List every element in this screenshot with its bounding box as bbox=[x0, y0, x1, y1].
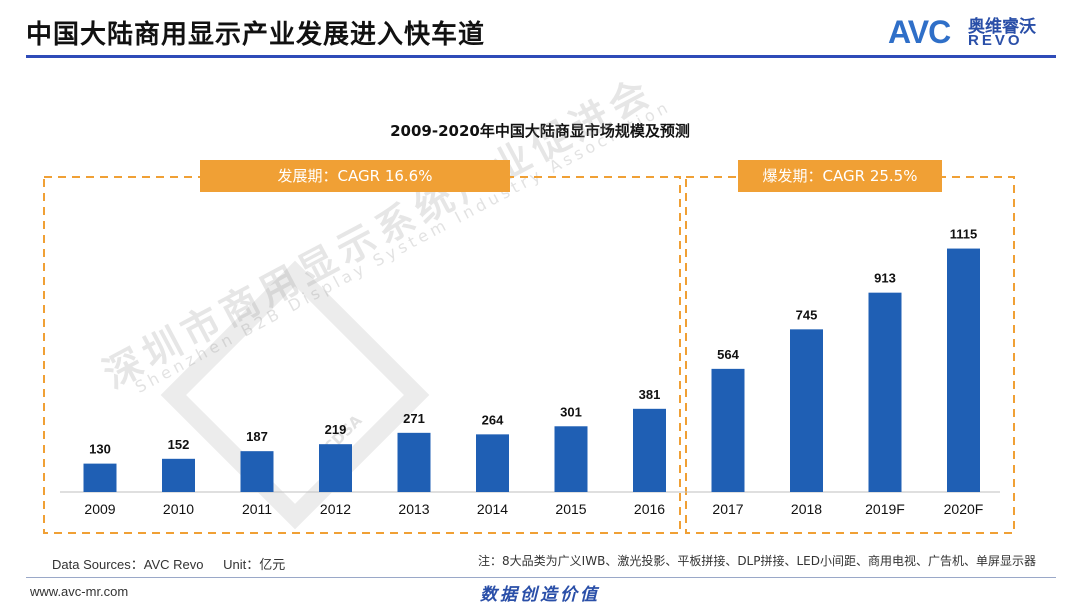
page-title: 中国大陆商用显示产业发展进入快车道 bbox=[26, 20, 486, 50]
bar-2018 bbox=[790, 329, 823, 492]
bar-2011 bbox=[240, 451, 274, 492]
bar-2015 bbox=[554, 426, 588, 492]
category-label-2014: 2014 bbox=[477, 501, 508, 517]
value-label-2020F: 1115 bbox=[950, 227, 978, 242]
category-label-2018: 2018 bbox=[791, 501, 822, 517]
phase-label-development: 发展期：CAGR 16.6% bbox=[200, 160, 510, 192]
unit-label: Unit：亿元 bbox=[223, 557, 286, 572]
category-label-2016: 2016 bbox=[634, 501, 665, 517]
phase-box-development bbox=[43, 176, 681, 534]
bar-2016 bbox=[633, 408, 666, 492]
value-label-2018: 745 bbox=[796, 307, 818, 322]
value-label-2017: 564 bbox=[717, 347, 739, 362]
source-label: Data Sources：AVC Revo bbox=[52, 557, 204, 572]
data-sources: Data Sources：AVC Revo Unit：亿元 bbox=[52, 554, 301, 573]
bar-2009 bbox=[83, 463, 117, 492]
logo-en-name: REVO bbox=[968, 32, 1023, 49]
logo-brand: AVC bbox=[888, 14, 951, 50]
bar-2020F bbox=[947, 248, 980, 492]
category-label-2010: 2010 bbox=[163, 501, 194, 517]
value-label-2015: 301 bbox=[560, 404, 582, 419]
value-label-2014: 264 bbox=[482, 412, 504, 427]
category-label-2017: 2017 bbox=[712, 501, 743, 517]
value-label-2012: 219 bbox=[325, 422, 347, 437]
value-label-2013: 271 bbox=[403, 411, 425, 426]
chart-title: 2009-2020年中国大陆商显市场规模及预测 bbox=[390, 122, 690, 140]
value-label-2010: 152 bbox=[168, 437, 190, 452]
avc-revo-logo: AVC 奥维睿沃 REVO bbox=[888, 10, 1058, 52]
category-label-2020F: 2020F bbox=[944, 501, 984, 517]
value-label-2011: 187 bbox=[246, 429, 268, 444]
phase-label-explosion: 爆发期：CAGR 25.5% bbox=[738, 160, 942, 192]
bar-2014 bbox=[476, 434, 509, 492]
logo-cn-name: 奥维睿沃 bbox=[968, 17, 1036, 37]
title-divider bbox=[26, 55, 1056, 58]
category-label-2009: 2009 bbox=[84, 501, 115, 517]
bar-2019F bbox=[868, 292, 902, 492]
bar-2012 bbox=[319, 444, 352, 492]
value-label-2016: 381 bbox=[639, 387, 661, 402]
category-label-2011: 2011 bbox=[242, 501, 272, 517]
category-label-2019F: 2019F bbox=[865, 501, 905, 517]
bar-2013 bbox=[397, 432, 431, 492]
phase-box-explosion bbox=[685, 176, 1015, 534]
website-link[interactable]: www.avc-mr.com bbox=[30, 584, 129, 599]
footnote: 注：8大品类为广义IWB、激光投影、平板拼接、DLP拼接、LED小间距、商用电视… bbox=[478, 554, 1036, 568]
bar-2010 bbox=[162, 458, 195, 492]
bar-2017 bbox=[711, 368, 745, 492]
value-label-2019F: 913 bbox=[874, 271, 896, 286]
category-label-2015: 2015 bbox=[555, 501, 586, 517]
category-label-2012: 2012 bbox=[320, 501, 351, 517]
category-label-2013: 2013 bbox=[398, 501, 429, 517]
footer-divider bbox=[26, 577, 1056, 578]
slogan: 数据创造价值 bbox=[480, 585, 600, 605]
value-label-2009: 130 bbox=[89, 442, 111, 457]
